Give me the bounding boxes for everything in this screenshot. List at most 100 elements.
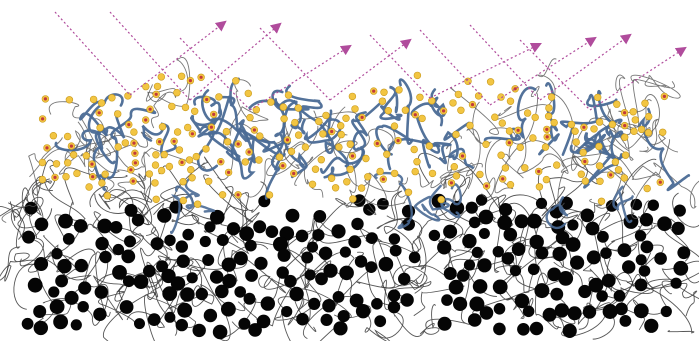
top-thin-chain [494, 140, 611, 194]
black-particle [133, 274, 149, 289]
black-particle [192, 323, 206, 338]
yellow-particle [82, 152, 91, 160]
yellow-particle [191, 107, 199, 116]
yellow-particle [505, 127, 514, 135]
yellow-particle [577, 170, 585, 178]
black-particle [378, 256, 394, 272]
bottom-chain [534, 166, 559, 330]
yellow-particle [62, 173, 70, 181]
black-particle [535, 197, 548, 209]
yellow-particle [63, 132, 72, 141]
black-particle [462, 233, 477, 249]
black-particle [617, 243, 632, 258]
black-particle [597, 230, 609, 243]
black-particle [131, 213, 145, 227]
black-particle [74, 258, 89, 273]
black-particle [398, 272, 411, 286]
bottom-chain [0, 252, 74, 282]
black-particle [221, 257, 236, 272]
blue-chain [375, 78, 414, 156]
red-core [658, 180, 662, 184]
yellow-particle [152, 195, 160, 204]
yellow-particle [362, 154, 370, 163]
yellow-particle [611, 158, 620, 166]
top-thin-chain [97, 133, 206, 171]
black-particle [475, 194, 488, 206]
black-particle [585, 221, 600, 236]
black-particle [150, 237, 164, 251]
red-core [470, 103, 475, 107]
black-particle [94, 285, 109, 299]
yellow-particle [267, 98, 275, 106]
reflected-ray-arrow-icon [589, 46, 687, 111]
black-particle [567, 306, 582, 321]
yellow-particle [597, 197, 606, 206]
black-particle [630, 198, 643, 211]
black-particle [596, 290, 608, 302]
red-core [609, 173, 613, 177]
reflected-ray-arrow-icon [129, 20, 227, 96]
yellow-particle [142, 82, 150, 91]
black-particle [215, 284, 229, 299]
red-core [129, 168, 133, 172]
yellow-particle [581, 177, 589, 185]
red-core [413, 113, 417, 117]
yellow-particle [101, 170, 109, 178]
black-particle [333, 321, 348, 336]
black-particle [635, 254, 647, 266]
red-core [396, 139, 400, 143]
black-particle [77, 301, 89, 313]
black-particle [112, 243, 125, 256]
red-core [330, 129, 334, 134]
yellow-particle [348, 92, 357, 101]
yellow-particle [486, 78, 495, 86]
incident-ray [259, 27, 331, 101]
yellow-particle [160, 150, 169, 159]
black-particle [467, 313, 482, 327]
yellow-particle [222, 127, 231, 136]
yellow-particle [287, 147, 296, 156]
black-particle [497, 215, 513, 231]
red-core [199, 75, 203, 79]
red-core [131, 179, 135, 183]
incident-ray [54, 11, 131, 96]
red-core [350, 154, 355, 158]
yellow-particle [179, 196, 188, 205]
black-particle [673, 204, 686, 217]
red-core [236, 142, 240, 146]
yellow-particle [349, 195, 357, 203]
yellow-particle [457, 106, 465, 115]
black-particle [562, 323, 577, 338]
top-thin-chain [593, 74, 631, 147]
black-particle [654, 252, 667, 265]
black-particle [284, 274, 297, 288]
black-particle [248, 323, 262, 337]
yellow-particle [311, 165, 320, 173]
black-particle [578, 284, 592, 299]
black-particle [304, 269, 316, 281]
black-particle [449, 200, 465, 216]
black-particle [602, 304, 618, 319]
black-particle [121, 249, 136, 264]
blue-chain [323, 98, 386, 179]
bottom-chain [472, 186, 566, 316]
yellow-particle [476, 170, 484, 179]
red-core [53, 175, 57, 179]
black-particle [112, 265, 127, 280]
black-particle [671, 221, 685, 235]
yellow-particle [315, 117, 323, 126]
black-particle [308, 297, 321, 310]
blue-chain [605, 118, 624, 161]
yellow-particle [428, 97, 436, 105]
black-particle [514, 293, 530, 309]
yellow-particle [631, 116, 639, 124]
black-particle [499, 203, 513, 217]
black-particle [256, 314, 271, 329]
black-particle [670, 277, 682, 289]
black-particle [529, 321, 544, 336]
black-particle [265, 225, 279, 238]
yellow-particle [395, 86, 403, 94]
blue-chain [545, 196, 569, 230]
incident-ray [179, 37, 251, 111]
bottom-chain [127, 173, 178, 336]
